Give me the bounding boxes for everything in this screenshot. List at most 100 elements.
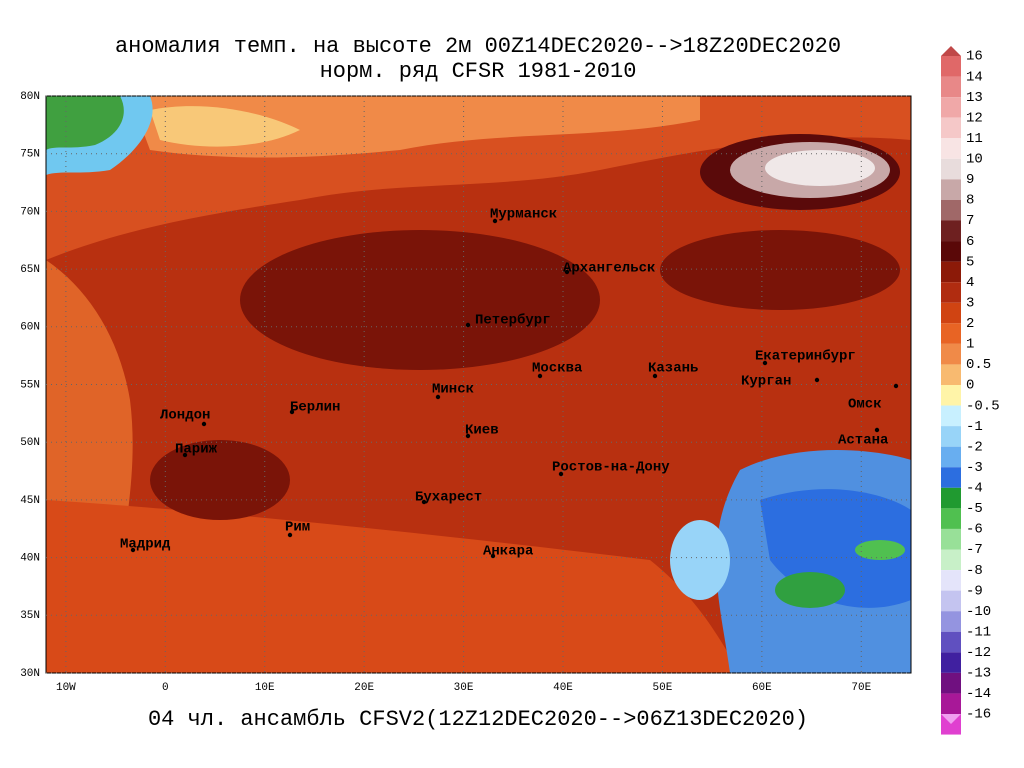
city-dot — [874, 427, 880, 433]
colorbar-box — [941, 446, 961, 468]
colorbar-box — [941, 158, 961, 180]
anomaly-field — [46, 96, 911, 673]
colorbar-label: 4 — [966, 275, 974, 291]
colorbar-label: -8 — [966, 563, 983, 579]
colorbar-label: -11 — [966, 624, 991, 640]
city-label: Мадрид — [120, 537, 171, 553]
lat-tick-label: 75N — [20, 149, 40, 161]
city-dot — [564, 269, 570, 275]
city-label: Курган — [741, 374, 791, 390]
city-label: Лондон — [160, 408, 210, 424]
colorbar-label: -2 — [966, 439, 983, 455]
city-label: Омск — [848, 397, 882, 413]
colorbar-box — [941, 138, 961, 159]
lat-tick-label: 80N — [20, 91, 40, 103]
colorbar-box — [941, 549, 961, 571]
city-label: Берлин — [290, 400, 340, 416]
city-dot — [201, 421, 207, 427]
city-dot — [558, 471, 564, 477]
lat-tick-label: 70N — [20, 206, 40, 218]
colorbar-label: 14 — [966, 69, 983, 85]
city-dot — [465, 433, 471, 439]
footer: 04 чл. ансамбль CFSV2(12Z12DEC2020-->06Z… — [148, 707, 808, 732]
city-label: Петербург — [475, 313, 551, 329]
lon-tick-label: 10E — [255, 682, 275, 694]
colorbar-box — [941, 672, 961, 694]
lon-tick-label: 30E — [454, 682, 474, 694]
city-label: Париж — [175, 442, 218, 458]
colorbar-end — [941, 46, 961, 56]
lon-tick-label: 40E — [553, 682, 573, 694]
lat-tick-label: 50N — [20, 437, 40, 449]
colorbar-label: 3 — [966, 295, 974, 311]
colorbar-box — [941, 631, 961, 653]
city-dot — [492, 218, 498, 224]
lat-tick-label: 60N — [20, 322, 40, 334]
colorbar-box — [941, 179, 961, 200]
colorbar-label: -13 — [966, 666, 991, 682]
city-dot — [289, 409, 295, 415]
lon-tick-label: 20E — [354, 682, 374, 694]
city-label: Анкара — [483, 544, 534, 560]
title-line: аномалия темп. на высоте 2м 00Z14DEC2020… — [115, 34, 841, 59]
colorbar-label: 7 — [966, 213, 974, 229]
lat-tick-label: 65N — [20, 264, 40, 276]
colorbar-box — [941, 364, 961, 385]
colorbar-box — [941, 487, 961, 509]
city-dot — [762, 360, 768, 366]
city-dot — [421, 499, 427, 505]
colorbar-box — [941, 467, 961, 488]
colorbar-label: 9 — [966, 172, 974, 188]
colorbar-label: -4 — [966, 481, 983, 497]
lon-tick-label: 0 — [162, 682, 169, 694]
colorbar-box — [941, 590, 961, 612]
colorbar-label: -3 — [966, 460, 983, 476]
colorbar-label: 12 — [966, 110, 983, 126]
colorbar-label: 6 — [966, 234, 974, 250]
city-dot — [435, 394, 441, 400]
colorbar-label: 5 — [966, 254, 974, 270]
colorbar-box — [941, 528, 961, 550]
colorbar-box — [941, 714, 961, 735]
lon-tick-label: 50E — [653, 682, 673, 694]
colorbar-label: 16 — [966, 49, 983, 65]
title-line: норм. ряд CFSR 1981-2010 — [320, 59, 637, 84]
city-dot — [490, 553, 496, 559]
city-label: Киев — [465, 423, 499, 439]
colorbar-label: -5 — [966, 501, 983, 517]
colorbar-label: -1 — [966, 419, 983, 435]
colorbar-box — [941, 508, 961, 529]
city-label: Астана — [838, 433, 889, 449]
colorbar-label: 8 — [966, 193, 974, 209]
lat-tick-label: 35N — [20, 610, 40, 622]
colorbar-box — [941, 693, 961, 714]
city-label: Архангельск — [563, 261, 655, 277]
city-dot — [465, 322, 471, 328]
city-label: Минск — [432, 382, 474, 398]
colorbar-box — [941, 117, 961, 139]
city-dot — [814, 377, 820, 383]
colorbar-box — [941, 426, 961, 447]
lat-tick-label: 40N — [20, 553, 40, 565]
colorbar-box — [941, 76, 961, 98]
colorbar-label: 0.5 — [966, 357, 991, 373]
city-dot — [182, 452, 188, 458]
colorbar-box — [941, 97, 961, 118]
lat-tick-label: 55N — [20, 379, 40, 391]
colorbar-box — [941, 570, 961, 591]
colorbar-box — [941, 652, 961, 673]
city-label: Мурманск — [490, 207, 557, 223]
colorbar-box — [941, 220, 961, 242]
colorbar-box — [941, 282, 961, 303]
colorbar-box — [941, 611, 961, 632]
colorbar-label: -14 — [966, 686, 991, 702]
colorbar-box — [941, 323, 961, 344]
colorbar-label: -9 — [966, 583, 983, 599]
colorbar-label: -0.5 — [966, 398, 1000, 414]
colorbar-label: 2 — [966, 316, 974, 332]
city-dot — [287, 532, 293, 538]
colorbar-label: -12 — [966, 645, 991, 661]
city-dot — [652, 373, 658, 379]
lon-tick-label: 60E — [752, 682, 772, 694]
